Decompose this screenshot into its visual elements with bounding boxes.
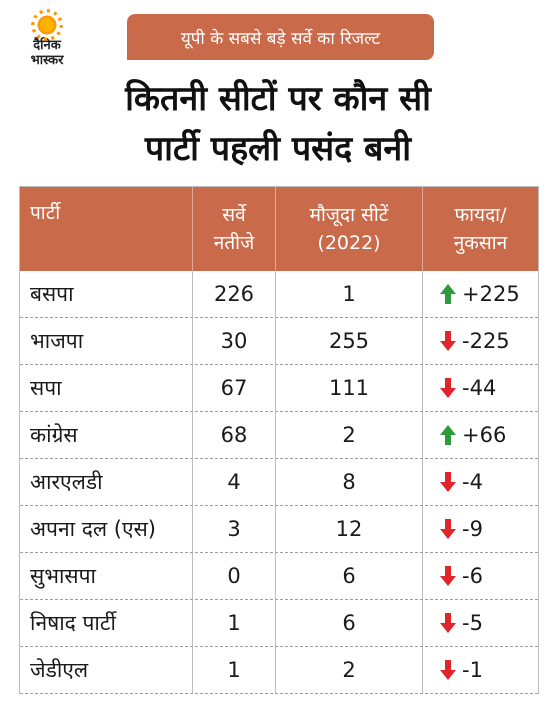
party-name: सपा xyxy=(20,365,193,411)
gain-loss: -6 xyxy=(423,553,538,599)
current-seats: 111 xyxy=(276,365,423,411)
header-party: पार्टी xyxy=(20,187,193,271)
header-change-line2: नुकसान xyxy=(453,232,508,254)
gain-loss: -5 xyxy=(423,600,538,646)
gain-loss-value: -225 xyxy=(462,329,510,353)
party-name: भाजपा xyxy=(20,318,193,364)
current-seats: 8 xyxy=(276,459,423,505)
header-change: फायदा/ नुकसान xyxy=(423,187,538,271)
survey-result: 68 xyxy=(193,412,276,458)
current-seats: 6 xyxy=(276,553,423,599)
party-name: आरएलडी xyxy=(20,459,193,505)
title-line2: पार्टी पहली पसंद बनी xyxy=(144,129,412,169)
header-current-line2: (2022) xyxy=(317,232,381,254)
gain-loss: +225 xyxy=(423,271,538,317)
arrow-down-icon xyxy=(439,612,457,634)
arrow-up-icon xyxy=(439,424,457,446)
current-seats: 1 xyxy=(276,271,423,317)
gain-loss: -225 xyxy=(423,318,538,364)
party-name: अपना दल (एस) xyxy=(20,506,193,552)
table-header-row: पार्टी सर्वे नतीजे मौजूदा सीटें (2022) फ… xyxy=(20,187,538,271)
survey-result: 4 xyxy=(193,459,276,505)
header-survey-line2: नतीजे xyxy=(213,232,255,254)
header-current-seats: मौजूदा सीटें (2022) xyxy=(276,187,423,271)
gain-loss-value: -9 xyxy=(462,517,483,541)
party-name: जेडीएल xyxy=(20,647,193,693)
gain-loss-value: -5 xyxy=(462,611,483,635)
header-banner: यूपी के सबसे बड़े सर्वे का रिजल्ट xyxy=(127,14,434,60)
gain-loss: +66 xyxy=(423,412,538,458)
table-row: सपा 67 111 -44 xyxy=(20,365,538,412)
current-seats: 12 xyxy=(276,506,423,552)
current-seats: 2 xyxy=(276,647,423,693)
arrow-up-icon xyxy=(439,283,457,305)
gain-loss-value: +225 xyxy=(462,282,520,306)
table-row: निषाद पार्टी 1 6 -5 xyxy=(20,600,538,647)
table-row: भाजपा 30 255 -225 xyxy=(20,318,538,365)
party-name: कांग्रेस xyxy=(20,412,193,458)
dainik-bhaskar-logo: दैनिक भास्कर xyxy=(12,14,82,80)
gain-loss: -9 xyxy=(423,506,538,552)
logo-text-line1: दैनिक xyxy=(33,38,61,53)
survey-result: 1 xyxy=(193,600,276,646)
arrow-down-icon xyxy=(439,659,457,681)
header-change-line1: फायदा/ xyxy=(454,204,507,226)
table-row: सुभासपा 0 6 -6 xyxy=(20,553,538,600)
sun-logo-icon xyxy=(36,14,58,36)
table-row: अपना दल (एस) 3 12 -9 xyxy=(20,506,538,553)
arrow-down-icon xyxy=(439,330,457,352)
gain-loss-value: -1 xyxy=(462,658,483,682)
arrow-down-icon xyxy=(439,518,457,540)
survey-result: 1 xyxy=(193,647,276,693)
gain-loss: -44 xyxy=(423,365,538,411)
survey-result: 67 xyxy=(193,365,276,411)
party-name: बसपा xyxy=(20,271,193,317)
gain-loss: -4 xyxy=(423,459,538,505)
survey-result: 226 xyxy=(193,271,276,317)
gain-loss: -1 xyxy=(423,647,538,693)
table-row: जेडीएल 1 2 -1 xyxy=(20,647,538,694)
survey-result: 3 xyxy=(193,506,276,552)
logo-text-line2: भास्कर xyxy=(30,53,64,68)
header-current-line1: मौजूदा सीटें xyxy=(309,204,389,226)
gain-loss-value: -4 xyxy=(462,470,483,494)
table-row: कांग्रेस 68 2 +66 xyxy=(20,412,538,459)
results-table: पार्टी सर्वे नतीजे मौजूदा सीटें (2022) फ… xyxy=(19,186,539,694)
title-line1: कितनी सीटों पर कौन सी xyxy=(125,79,431,119)
current-seats: 2 xyxy=(276,412,423,458)
header-survey: सर्वे नतीजे xyxy=(193,187,276,271)
survey-result: 0 xyxy=(193,553,276,599)
table-row: आरएलडी 4 8 -4 xyxy=(20,459,538,506)
header-survey-line1: सर्वे xyxy=(222,204,246,226)
table-row: बसपा 226 1 +225 xyxy=(20,271,538,318)
gain-loss-value: -44 xyxy=(462,376,497,400)
arrow-down-icon xyxy=(439,377,457,399)
party-name: सुभासपा xyxy=(20,553,193,599)
arrow-down-icon xyxy=(439,565,457,587)
page-title: कितनी सीटों पर कौन सी पार्टी पहली पसंद ब… xyxy=(40,74,516,174)
table-body: बसपा 226 1 +225 भाजपा 30 255 -225 सपा 67 111 -44 कां… xyxy=(20,271,538,694)
current-seats: 255 xyxy=(276,318,423,364)
gain-loss-value: +66 xyxy=(462,423,507,447)
current-seats: 6 xyxy=(276,600,423,646)
gain-loss-value: -6 xyxy=(462,564,483,588)
party-name: निषाद पार्टी xyxy=(20,600,193,646)
arrow-down-icon xyxy=(439,471,457,493)
survey-result: 30 xyxy=(193,318,276,364)
